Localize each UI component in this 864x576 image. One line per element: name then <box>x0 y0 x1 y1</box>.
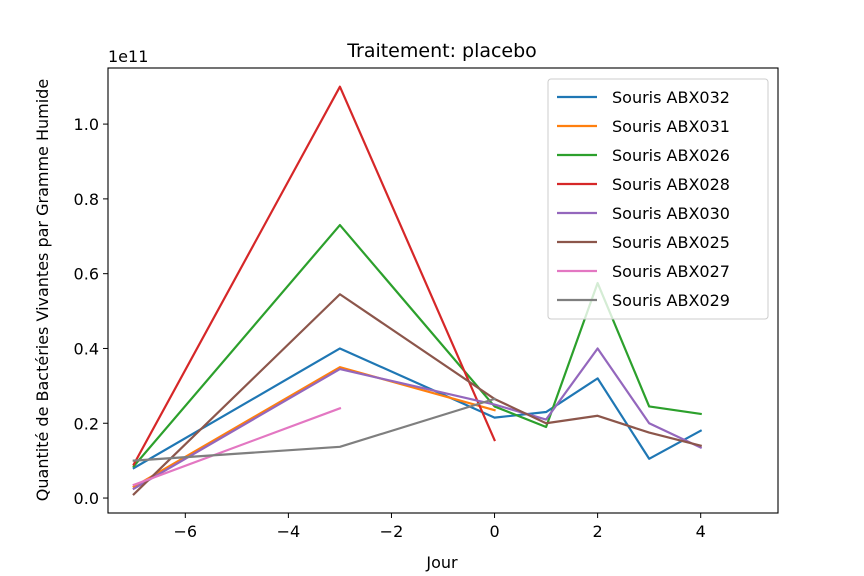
legend-label-6: Souris ABX027 <box>612 262 730 281</box>
axes-frame <box>107 67 779 514</box>
x-tick-label: −4 <box>277 522 301 541</box>
legend-label-5: Souris ABX025 <box>612 233 730 252</box>
y-tick-label: 0.6 <box>74 265 99 284</box>
y-tick-label: 0.8 <box>74 190 99 209</box>
legend-label-7: Souris ABX029 <box>612 291 730 310</box>
series-line-0 <box>132 347 703 470</box>
series-line-3 <box>132 85 496 466</box>
plot-area <box>132 85 703 496</box>
x-tick-label: 2 <box>593 522 603 541</box>
y-tick-label: 0.4 <box>74 339 99 358</box>
legend: Souris ABX032 Souris ABX031 Souris ABX026 S… <box>547 78 769 320</box>
legend-label-2: Souris ABX026 <box>612 146 730 165</box>
legend-box <box>547 78 769 320</box>
legend-label-4: Souris ABX030 <box>612 204 730 223</box>
y-axis: 0.0 0.2 0.4 0.6 0.8 1.0 <box>74 115 108 508</box>
chart-title: Traitement: placebo <box>346 40 537 62</box>
x-tick-label: −2 <box>380 522 404 541</box>
series-line-6 <box>132 406 342 487</box>
x-axis-title: Jour <box>425 553 458 572</box>
legend-label-3: Souris ABX028 <box>612 175 730 194</box>
x-tick-label: 0 <box>489 522 499 541</box>
y-tick-label: 0.2 <box>74 414 99 433</box>
x-tick-label: 4 <box>696 522 706 541</box>
y-scale-label: 1e11 <box>108 47 148 66</box>
x-axis: −6 −4 −2 0 2 4 <box>174 513 706 541</box>
y-axis-title: Quantité de Bactéries Vivantes par Gramm… <box>33 79 52 501</box>
series-line-2 <box>132 223 702 468</box>
legend-label-0: Souris ABX032 <box>612 88 730 107</box>
legend-label-1: Souris ABX031 <box>612 117 730 136</box>
x-tick-label: −6 <box>174 522 198 541</box>
series-line-5 <box>132 293 703 496</box>
series-line-1 <box>132 366 496 489</box>
series-line-4 <box>132 347 703 491</box>
y-tick-label: 1.0 <box>74 115 99 134</box>
series-line-7 <box>132 397 496 462</box>
y-tick-label: 0.0 <box>74 489 99 508</box>
